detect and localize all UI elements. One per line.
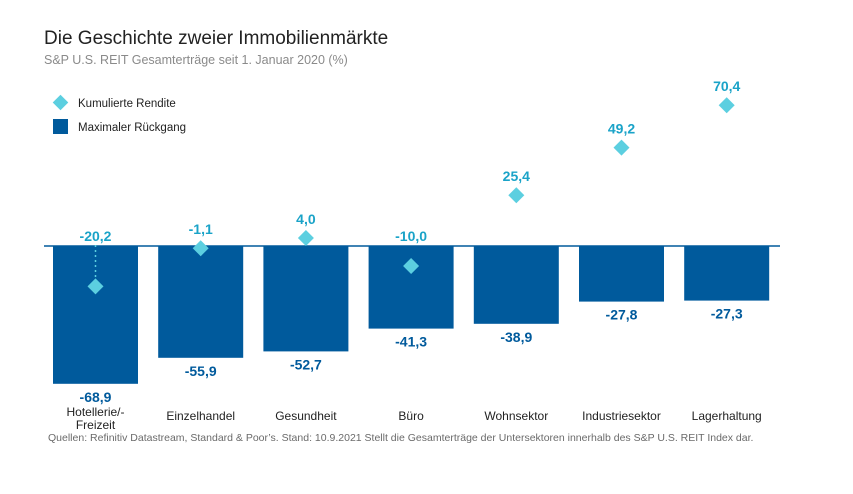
bar-value-label-6: -27,3	[711, 306, 743, 322]
bar-value-label-5: -27,8	[606, 307, 638, 323]
diamond-value-label-5: 49,2	[608, 121, 635, 137]
bar-0	[53, 246, 138, 384]
chart-title: Die Geschichte zweier Immobilienmärkte	[44, 28, 389, 49]
diamond-marker-2	[297, 230, 314, 246]
category-label-5: Industriesektor	[582, 409, 661, 423]
diamond-value-label-2: 4,0	[296, 211, 316, 227]
category-label-0: Hotellerie/-Freizeit	[66, 405, 124, 432]
diamond-value-label-4: 25,4	[503, 168, 530, 184]
category-label-1: Einzelhandel	[166, 409, 235, 423]
diamond-marker-0	[87, 278, 104, 295]
bar-value-label-0: -68,9	[80, 389, 112, 405]
legend: Kumulierte Rendite Maximaler Rückgang	[52, 94, 186, 134]
legend-bar-swatch	[53, 119, 68, 134]
bar-6	[684, 246, 770, 301]
legend-diamond-swatch	[52, 94, 69, 111]
category-label-4: Wohnsektor	[484, 409, 548, 423]
bar-2	[263, 246, 349, 352]
diamond-marker-4	[508, 187, 525, 204]
diamond-value-label-3: -10,0	[395, 228, 427, 244]
bar-value-label-1: -55,9	[185, 363, 217, 379]
diamond-value-label-1: -1,1	[189, 221, 213, 237]
category-label-6: Lagerhaltung	[692, 409, 762, 423]
chart-subtitle: S&P U.S. REIT Gesamterträge seit 1. Janu…	[44, 53, 348, 67]
category-label-2: Gesundheit	[275, 409, 337, 423]
bar-1	[158, 246, 244, 358]
bar-value-label-2: -52,7	[290, 356, 322, 372]
source-note: Quellen: Refinitiv Datastream, Standard …	[48, 432, 754, 444]
diamond-value-label-0: -20,2	[80, 228, 112, 244]
diamond-marker-1	[192, 240, 209, 257]
diamond-marker-3	[403, 258, 420, 274]
diamond-marker-6	[718, 97, 735, 114]
bar-4	[473, 246, 559, 324]
category-label-3: Büro	[398, 409, 424, 423]
legend-label-maximaler-rueckgang: Maximaler Rückgang	[78, 122, 186, 134]
diamond-marker-5	[613, 139, 630, 156]
bar-5	[579, 246, 664, 302]
diamond-value-label-6: 70,4	[713, 78, 740, 94]
bar-value-label-4: -38,9	[500, 329, 532, 345]
bar-value-label-3: -41,3	[395, 334, 427, 350]
legend-label-kumulierte-rendite: Kumulierte Rendite	[78, 98, 176, 110]
